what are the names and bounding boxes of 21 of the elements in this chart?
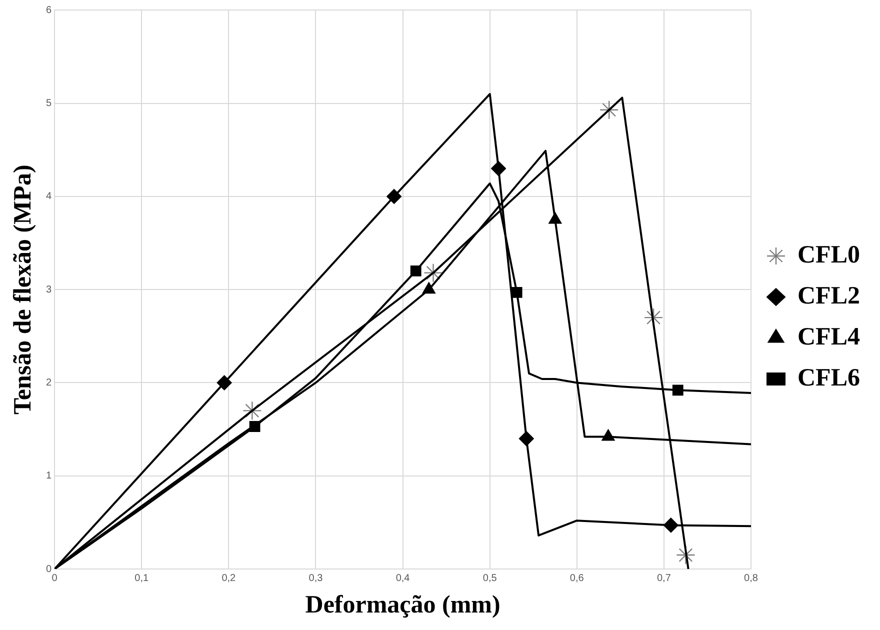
legend-label: CFL2 bbox=[798, 282, 860, 310]
y-tick-label: 5 bbox=[46, 98, 52, 110]
legend-label: CFL6 bbox=[798, 364, 860, 392]
legend-label: CFL0 bbox=[798, 241, 860, 268]
y-tick-label: 4 bbox=[46, 191, 52, 202]
x-tick-label: 0,8 bbox=[744, 572, 758, 584]
x-tick-label: 0,1 bbox=[134, 572, 150, 584]
y-tick-label: 3 bbox=[46, 284, 52, 296]
x-axis-title: Deformação (mm) bbox=[305, 591, 500, 618]
x-tick-label: 0,7 bbox=[656, 572, 672, 584]
y-axis-title: Tensão de flexão (MPa) bbox=[9, 164, 36, 414]
legend-label: CFL4 bbox=[798, 323, 860, 350]
x-tick-label: 0,4 bbox=[396, 572, 410, 584]
x-tick-label: 0,2 bbox=[222, 572, 236, 584]
x-tick-label: 0,5 bbox=[482, 572, 498, 584]
y-tick-label: 6 bbox=[46, 4, 52, 16]
y-tick-label: 1 bbox=[46, 470, 52, 482]
y-tick-label: 0 bbox=[46, 564, 52, 575]
x-tick-label: 0,3 bbox=[308, 572, 324, 584]
y-tick-label: 2 bbox=[46, 377, 52, 388]
x-tick-label: 0,6 bbox=[570, 572, 584, 584]
